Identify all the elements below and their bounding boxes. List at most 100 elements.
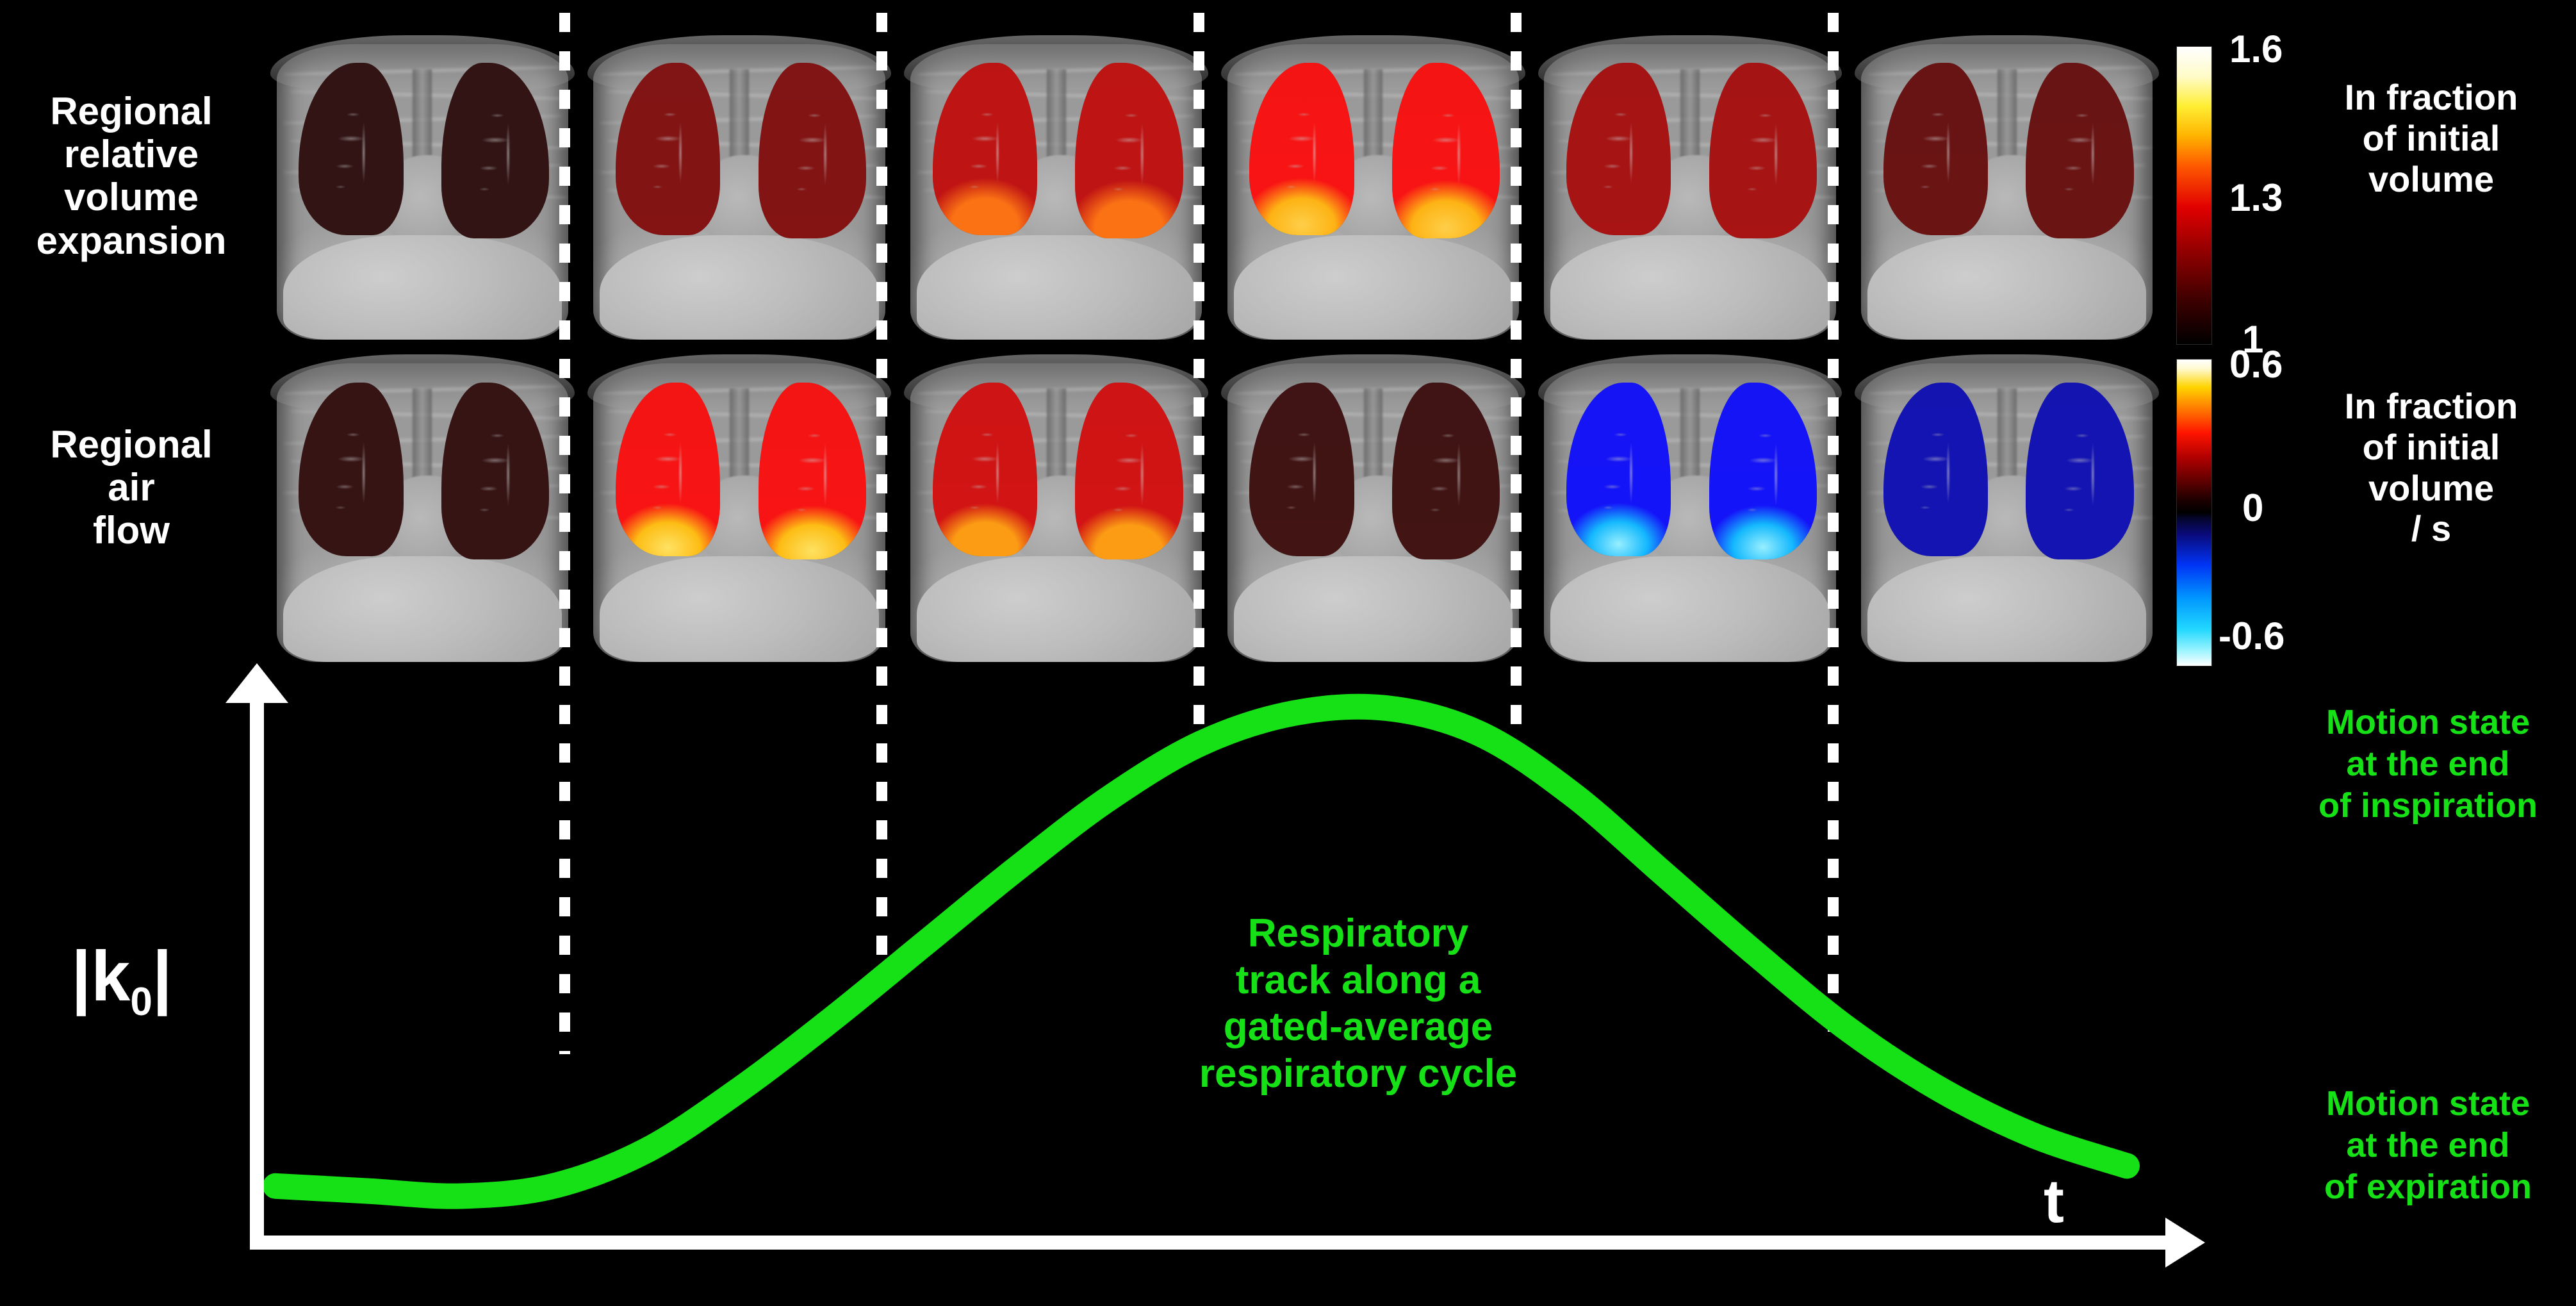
unit1-line-3: volume [2368,158,2495,199]
pulmonary-vessels [1566,382,1671,557]
lung-field-r [1075,63,1183,238]
pulmonary-vessels [1075,382,1183,559]
lung-field-r [441,63,550,238]
gate-line-1 [559,13,570,1054]
pulmonary-vessels [299,63,404,235]
pulmonary-vessels [932,382,1037,557]
lung-field-r [2026,382,2134,559]
lung-field-r [758,63,866,238]
lung-field-l [1883,382,1988,557]
x-axis-line [250,1236,2172,1250]
lung-field-l [932,382,1037,557]
panel-expansion-1[interactable] [264,32,581,340]
pulmonary-vessels [2026,63,2134,238]
panel-airflow-4[interactable] [1215,351,1532,662]
colorbar1-unit-caption: In fraction of initial volume [2293,77,2569,199]
lung-field-l [616,63,721,235]
panel-airflow-1[interactable] [264,351,581,662]
abdomen-liver [1867,556,2147,662]
image-strip-volume-expansion [264,32,2166,340]
colorbar2-tick-top: 0.6 [2229,343,2283,386]
row2-label-line-1: Regional [50,423,213,466]
pulmonary-vessels [2026,382,2134,559]
unit1-line-1: In fraction [2344,77,2518,117]
pulmonary-vessels [1392,382,1500,559]
y-axis-subscript: 0 [130,980,152,1024]
pulmonary-vessels [932,63,1037,235]
panel-airflow-2[interactable] [580,351,898,662]
row1-label-line-3: volume [63,176,199,219]
pulmonary-vessels [299,382,404,557]
ct-image [581,32,898,340]
panel-airflow-3[interactable] [898,351,1215,662]
ct-image [1848,32,2165,340]
pulmonary-vessels [758,382,866,559]
respiratory-track-plot: |k0| t Respiratory track along a gated-a… [0,660,2576,1306]
pulmonary-vessels [1709,63,1817,238]
lung-field-r [1075,382,1183,559]
row2-label-line-3: flow [93,509,170,552]
ct-image [898,32,1215,340]
image-strip-air-flow [264,351,2166,662]
motion-insp-line-1: Motion state [2326,703,2530,741]
abdomen-liver [1233,235,1513,340]
panel-airflow-6[interactable] [1848,351,2166,662]
gate-line-5 [1828,13,1839,1032]
abdomen-liver [1550,556,1830,662]
colorbar1-tick-top: 1.6 [2229,28,2283,70]
pulmonary-vessels [1075,63,1183,238]
panel-expansion-6[interactable] [1848,32,2166,340]
panel-expansion-2[interactable] [580,32,898,340]
colorbar1-tick-bottom: 1 [2242,318,2264,361]
pulmonary-vessels [441,63,550,238]
pulmonary-vessels [1709,382,1817,559]
abdomen-liver [600,556,879,662]
colorbar2-tick-middle: 0 [2242,486,2264,529]
panel-expansion-5[interactable] [1531,32,1849,340]
annotation-motion-state-inspiration: Motion state at the end of inspiration [2287,702,2569,826]
row1-label-line-4: expansion [36,219,227,262]
ct-image [898,351,1215,662]
row1-label-line-1: Regional [50,90,213,133]
colorbar2-unit-caption: In fraction of initial volume / s [2293,386,2569,549]
curve-caption: Respiratory track along a gated-average … [1128,910,1589,1098]
ct-image [264,351,581,662]
motion-exp-line-2: at the end [2346,1125,2510,1164]
lung-field-r [441,382,550,559]
x-axis-arrow-icon [2165,1218,2205,1268]
lung-field-r [1709,63,1817,238]
pulmonary-vessels [1883,382,1988,557]
lung-field-l [616,382,721,557]
abdomen-liver [1233,556,1513,662]
y-axis-label-text: |k0| [71,937,172,1024]
lung-field-l [1566,63,1671,235]
unit1-line-2: of initial [2362,117,2500,158]
colorbar2-tick-bottom: -0.6 [2219,615,2285,657]
ct-image [1215,351,1532,662]
ct-image [1215,32,1532,340]
pulmonary-vessels [758,63,866,238]
lung-field-l [1566,382,1671,557]
panel-expansion-4[interactable] [1215,32,1532,340]
lung-field-l [299,382,404,557]
panel-expansion-3[interactable] [898,32,1215,340]
abdomen-liver [600,235,879,340]
gate-line-2 [876,13,887,961]
colorbar1-tick-middle: 1.3 [2229,176,2283,219]
row-label-regional-air-flow: Regional air flow [6,423,256,552]
motion-insp-line-2: at the end [2346,744,2510,783]
abdomen-liver [1550,235,1830,340]
motion-exp-line-3: of expiration [2324,1167,2532,1206]
lung-field-r [1392,63,1500,238]
motion-exp-line-1: Motion state [2326,1084,2530,1123]
y-axis-label: |k0| [26,936,218,1025]
lung-field-l [932,63,1037,235]
lung-field-l [1249,382,1354,557]
ct-image [1532,32,1849,340]
panel-airflow-5[interactable] [1531,351,1849,662]
pulmonary-vessels [1249,63,1354,235]
colorbar-volume-expansion [2176,46,2212,345]
ct-image [264,32,581,340]
curve-caption-line-1: Respiratory [1247,911,1469,955]
